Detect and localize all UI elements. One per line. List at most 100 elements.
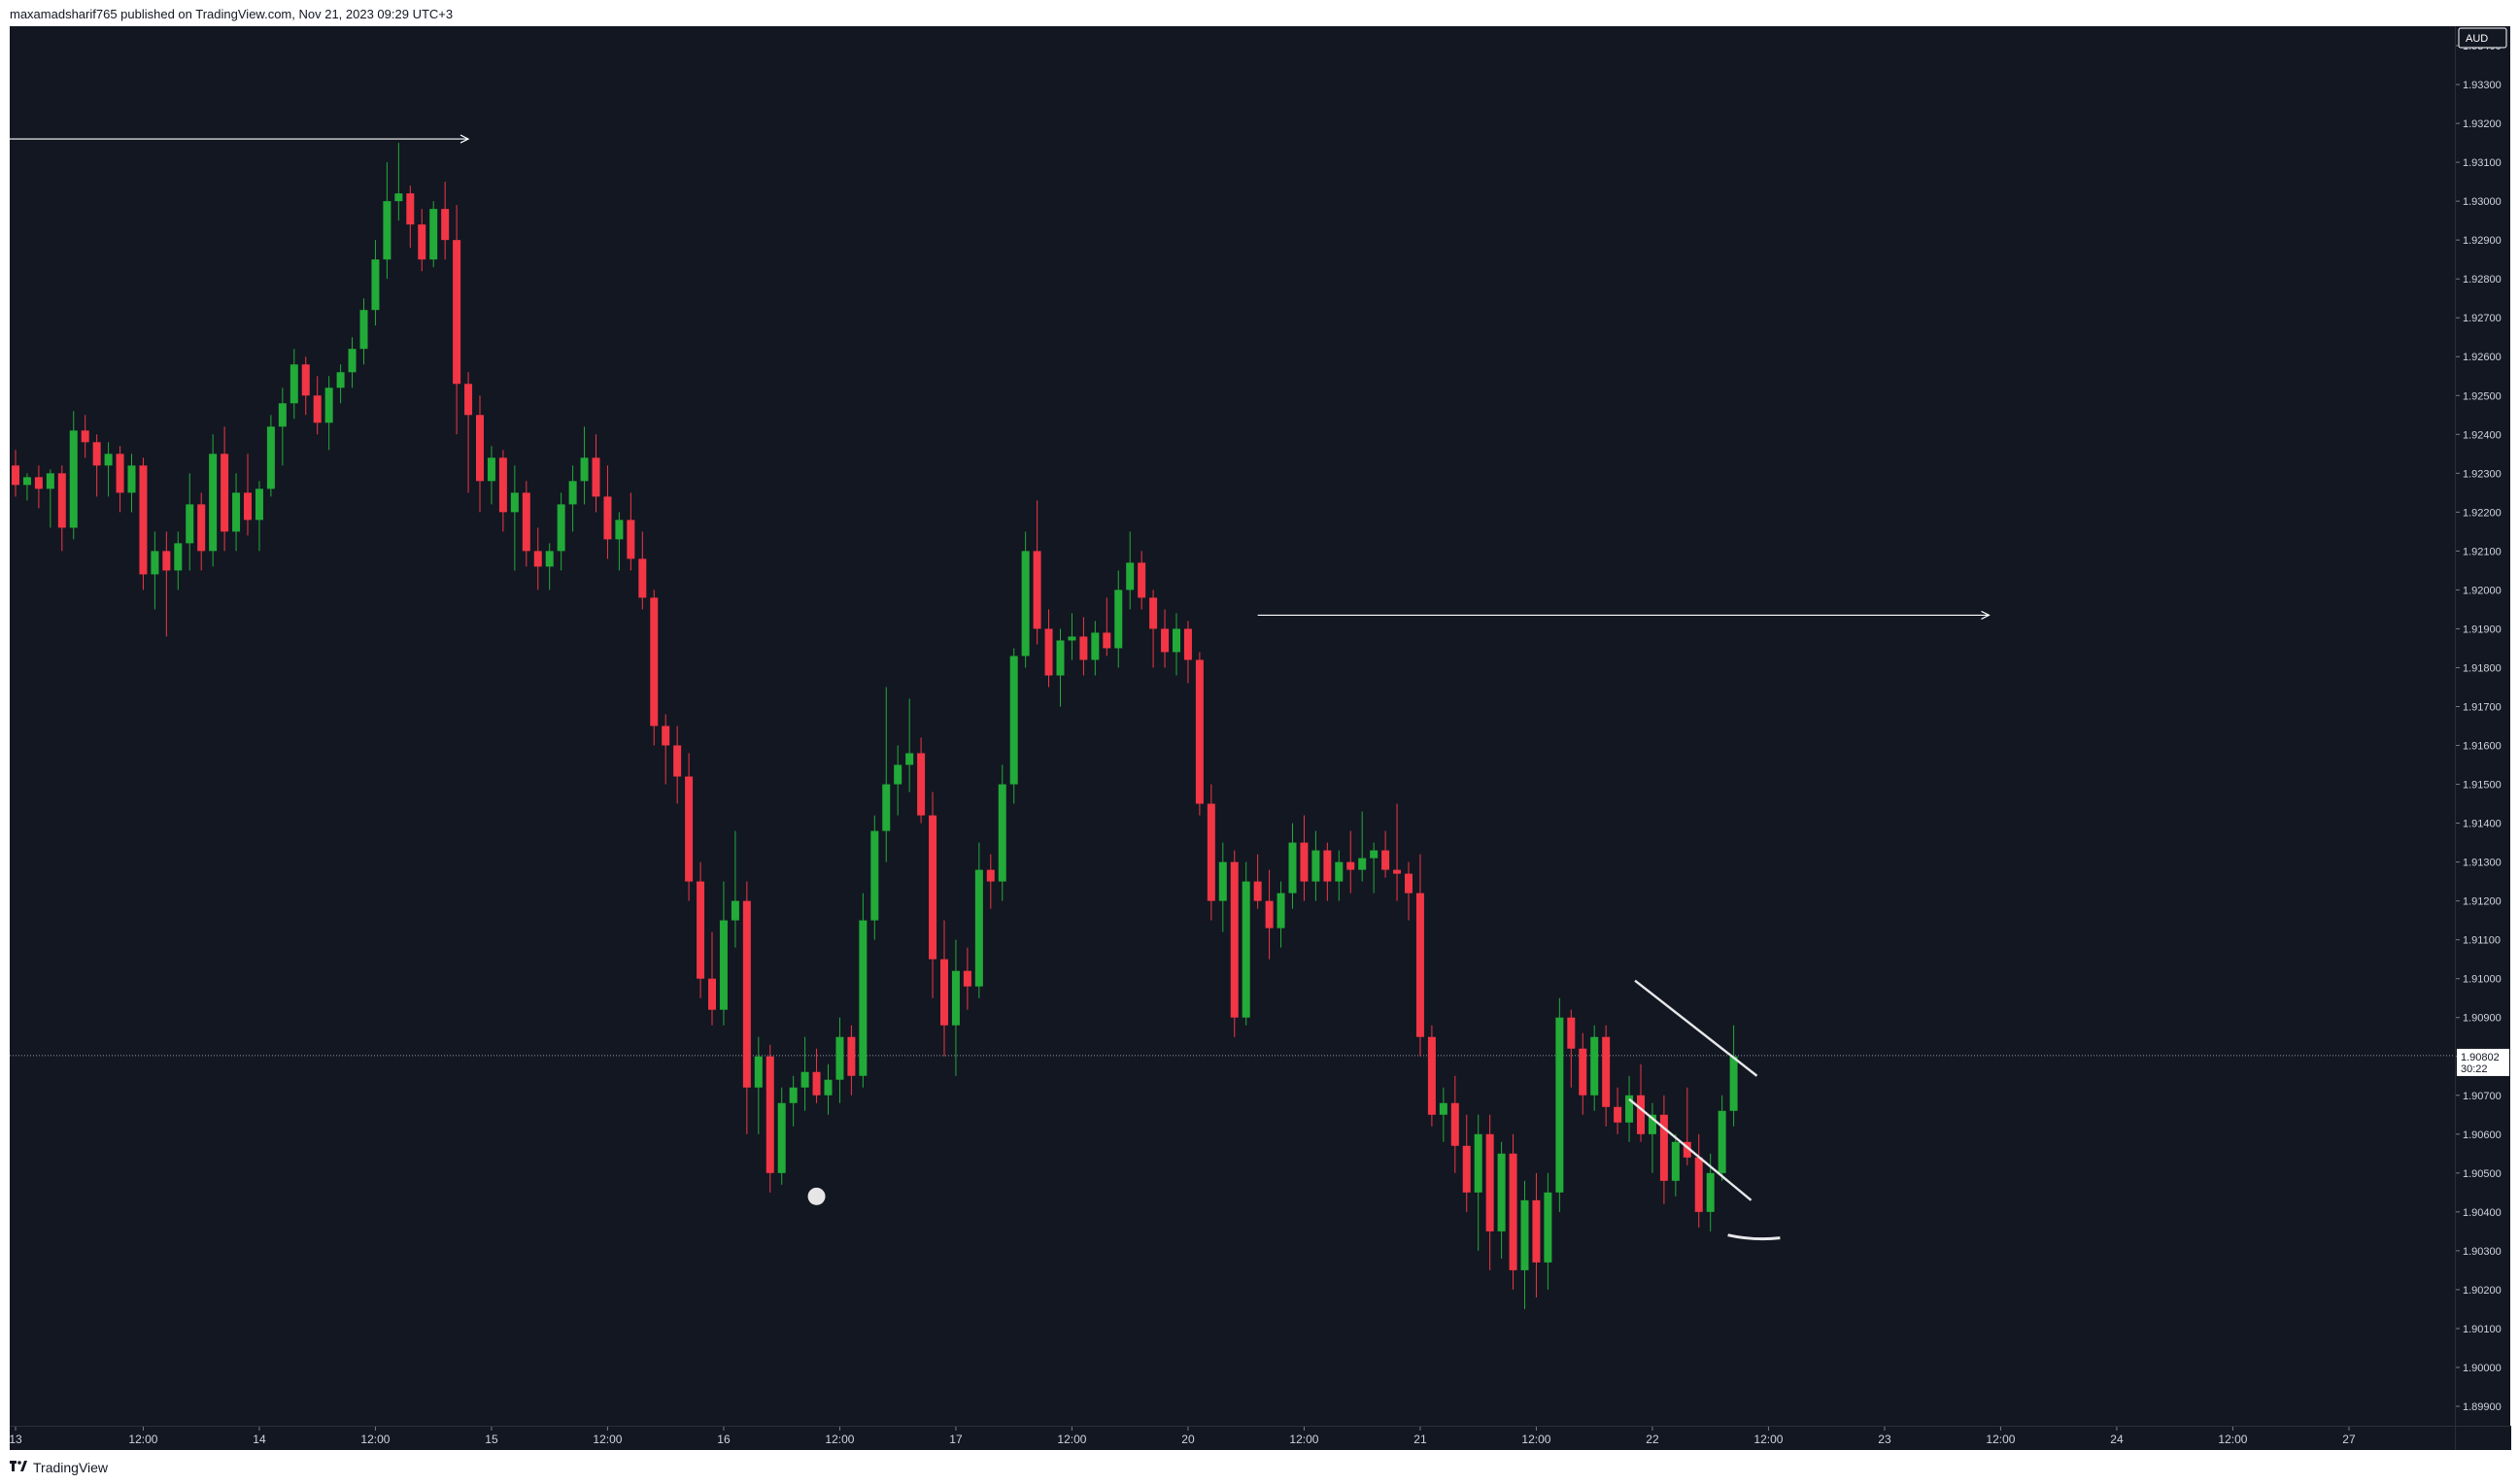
- time-tick-label: 12:00: [1986, 1433, 2015, 1446]
- candle-body: [1346, 861, 1355, 870]
- candle: [244, 454, 252, 536]
- candle: [766, 1044, 774, 1193]
- candle-body: [522, 492, 530, 552]
- candle-body: [777, 1102, 786, 1173]
- candle-body: [929, 815, 937, 960]
- candle-body: [1659, 1114, 1668, 1181]
- candle: [662, 714, 670, 785]
- time-scale[interactable]: 13 12:00 14 12:00 15 12:00 16 12:00 17 12:00 20 12:…: [9, 1426, 2455, 1450]
- candle-body: [1056, 640, 1065, 676]
- price-tick-label: 1.90500: [2463, 1168, 2502, 1180]
- candle: [986, 854, 995, 909]
- price-tick-label: 1.92400: [2463, 429, 2502, 441]
- candle: [197, 492, 206, 571]
- candle: [1149, 590, 1158, 668]
- candle-body: [1242, 881, 1250, 1018]
- horizontal-arrow-line[interactable]: [10, 134, 470, 144]
- candle-body: [162, 551, 171, 571]
- candle: [104, 442, 113, 497]
- candle: [464, 372, 473, 493]
- candle-body: [627, 520, 635, 559]
- candle-body: [824, 1079, 833, 1096]
- candle-body: [1497, 1153, 1506, 1231]
- marker-dot[interactable]: [807, 1187, 826, 1205]
- candle-body: [266, 426, 275, 489]
- candle-body: [1138, 562, 1146, 598]
- candle: [522, 481, 530, 567]
- price-tick-label: 1.92700: [2463, 313, 2502, 324]
- candle-body: [882, 784, 891, 831]
- support-curve[interactable]: [1727, 1233, 1781, 1241]
- candle-body: [209, 454, 218, 552]
- chart-area[interactable]: [10, 26, 2455, 1426]
- candle-body: [742, 900, 751, 1088]
- candlestick-chart[interactable]: [10, 26, 2455, 1426]
- candle: [116, 446, 124, 513]
- candle-body: [1288, 842, 1297, 894]
- candle-body: [1323, 850, 1332, 882]
- candle: [453, 205, 461, 435]
- candle-body: [1614, 1106, 1622, 1123]
- time-tick-label: 12:00: [2218, 1433, 2247, 1446]
- candle: [685, 753, 694, 901]
- candle: [1544, 1172, 1552, 1290]
- price-tick-label: 1.93000: [2463, 196, 2502, 208]
- candle-body: [12, 465, 19, 486]
- candle-body: [1683, 1141, 1691, 1158]
- time-tick-label: 13: [10, 1433, 22, 1446]
- currency-badge[interactable]: AUD: [2458, 27, 2507, 49]
- horizontal-arrow-line[interactable]: [1257, 610, 1991, 620]
- candle-body: [1393, 869, 1402, 874]
- price-tick-label: 1.91700: [2463, 701, 2502, 713]
- candle-body: [697, 881, 705, 979]
- price-scale[interactable]: 1.934001.933001.932001.931001.930001.929…: [2455, 26, 2510, 1426]
- price-tick-label: 1.92300: [2463, 468, 2502, 480]
- candle-body: [789, 1087, 798, 1103]
- candle-body: [1207, 803, 1215, 901]
- candle-body: [1218, 861, 1227, 901]
- candle-body: [940, 959, 948, 1026]
- candle: [580, 426, 589, 505]
- candle: [568, 465, 577, 532]
- candle-body: [1009, 656, 1018, 785]
- candle-body: [1439, 1102, 1447, 1115]
- candle: [1694, 1133, 1703, 1228]
- last-price-box: [2457, 1048, 2509, 1076]
- channel-trend-line[interactable]: [1634, 979, 1758, 1077]
- candle: [974, 842, 983, 998]
- candle-body: [986, 869, 995, 882]
- candle-body: [394, 193, 403, 202]
- candle: [1602, 1025, 1611, 1127]
- candle: [69, 411, 78, 540]
- candle: [1393, 803, 1402, 901]
- candle: [394, 143, 403, 221]
- candle: [1103, 597, 1111, 657]
- candle: [742, 881, 751, 1134]
- candle: [627, 492, 635, 571]
- candle: [1415, 854, 1424, 1057]
- candle: [359, 298, 368, 365]
- candle: [1033, 500, 1041, 645]
- candle: [697, 861, 705, 998]
- candle: [313, 376, 322, 435]
- candle: [1242, 861, 1250, 1026]
- candle-body: [615, 520, 624, 540]
- candle: [1485, 1114, 1494, 1270]
- price-tick-label: 1.91100: [2463, 935, 2501, 947]
- candle: [1729, 1025, 1738, 1127]
- candle-body: [1637, 1095, 1645, 1134]
- candle: [824, 1063, 833, 1115]
- candle: [383, 162, 391, 280]
- candle-body: [1555, 1017, 1564, 1193]
- candle: [719, 881, 728, 1026]
- candle: [870, 815, 879, 940]
- candle-body: [1520, 1199, 1529, 1270]
- candle: [1405, 861, 1413, 921]
- candle: [708, 931, 716, 1026]
- price-tick-label: 1.92500: [2463, 390, 2502, 402]
- candle: [1579, 1032, 1587, 1115]
- candle-body: [1625, 1095, 1634, 1123]
- channel-trend-line[interactable]: [1628, 1097, 1753, 1201]
- candle: [371, 240, 380, 326]
